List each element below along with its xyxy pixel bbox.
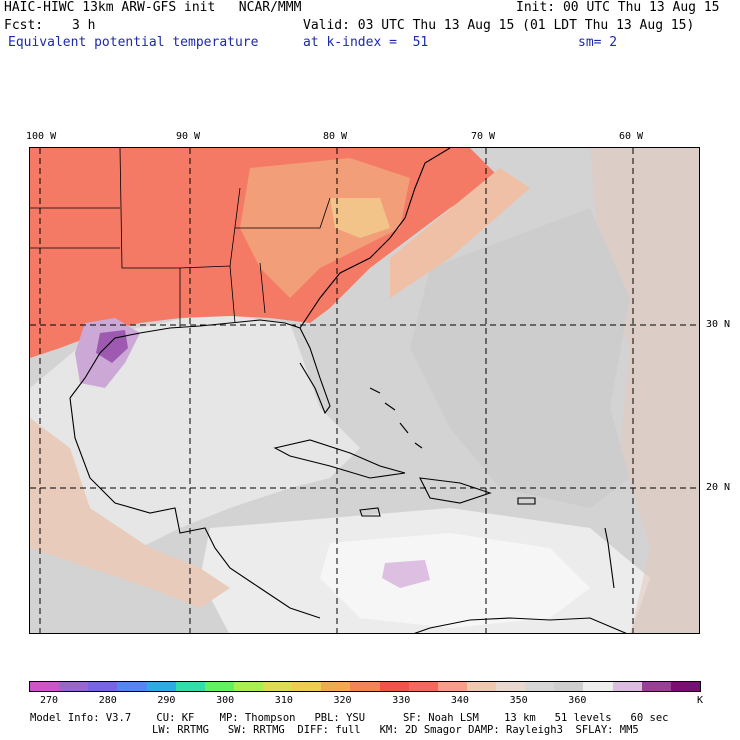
mexico-tan-region [30,418,230,608]
colorbar-swatch [554,682,584,691]
lat-label-30n: 30 N [706,319,731,330]
us-atlantic-coast [299,148,451,329]
colorbar-swatch [233,682,263,691]
theta-e-map [30,148,699,633]
colorbar-swatch [59,682,89,691]
lat-label-20n: 20 N [706,482,731,493]
map-panel [29,147,700,634]
atlantic-grey-region [410,208,630,508]
colorbar-tick-label: 330 [392,695,411,706]
caribbean-white-region [320,533,590,628]
east-tan-region [590,148,699,633]
puerto-rico [517,497,536,505]
carolinas-peach-region [330,198,390,238]
colorbar-swatch [146,682,176,691]
smoothing: sm= 2 [578,35,618,50]
cuba [273,439,406,479]
colorbar-tick-label: 350 [509,695,528,706]
colorbar-swatch [496,682,526,691]
colorbar-swatch [292,682,322,691]
lon-label-80w: 80 W [323,131,348,142]
lon-label-90w: 90 W [176,131,201,142]
colorbar-tick-label: 360 [568,695,587,706]
hispaniola [419,477,492,504]
lon-label-60w: 60 W [619,131,644,142]
model-title: HAIC-HIWC 13km ARW-GFS init NCAR/MMM [4,0,302,15]
physics-info-line: LW: RRTMG SW: RRTMG DIFF: full KM: 2D Sm… [152,724,639,736]
us-state-lines [30,148,331,328]
colorbar-tick-label: 320 [333,695,352,706]
valid-time: Valid: 03 UTC Thu 13 Aug 15 (01 LDT Thu … [303,18,695,33]
jamaica [359,507,381,517]
colorbar-tick-label: 310 [274,695,293,706]
lon-label-100w: 100 W [26,131,57,142]
graticule [30,148,699,633]
texas-violet-core [96,330,128,363]
colorbar-swatch [641,682,671,691]
colorbar-swatch [321,682,351,691]
level-index: at k-index = 51 [303,35,429,50]
colorbar [29,681,701,692]
south-america-coast [414,617,627,633]
colorbar-tick-label: 290 [157,695,176,706]
colorbar-swatch [175,682,205,691]
us-gulf-coast [69,319,331,415]
atlantic-coast-tan [390,168,530,298]
colorbar-tick-label: 300 [216,695,235,706]
colorbar-swatch [583,682,613,691]
caribbean-lilac-blob [382,560,430,588]
colorbar-swatch [466,682,496,691]
colorbar-swatch [204,682,234,691]
coastlines [30,148,627,633]
field-name: Equivalent potential temperature [8,35,259,50]
colorbar-swatch [525,682,555,691]
colorbar-swatch [88,682,118,691]
colorbar-swatch [30,682,60,691]
forecast-label: Fcst: [4,18,44,33]
colorbar-swatch [350,682,380,691]
colorbar-swatch [612,682,642,691]
colorbar-swatch [408,682,438,691]
colorbar-swatch [437,682,467,691]
colorbar-swatch [117,682,147,691]
forecast-hour: 3 h [72,18,96,33]
colorbar-tick-label: 280 [98,695,117,706]
lon-label-70w: 70 W [471,131,496,142]
us-orange-region [240,158,410,298]
colorbar-tick-label: 340 [450,695,469,706]
colorbar-swatch [379,682,409,691]
colorbar-tick-label: 270 [40,695,59,706]
mexico-coast [69,397,321,619]
colorbar-swatch [263,682,293,691]
model-info-line: Model Info: V3.7 CU: KF MP: Thompson PBL… [30,712,669,724]
colorbar-swatch [670,682,700,691]
init-time: Init: 00 UTC Thu 13 Aug 15 [516,0,720,15]
lesser-antilles [604,527,615,589]
bahamas [369,387,423,449]
colorbar-tick-label: K [697,695,704,706]
